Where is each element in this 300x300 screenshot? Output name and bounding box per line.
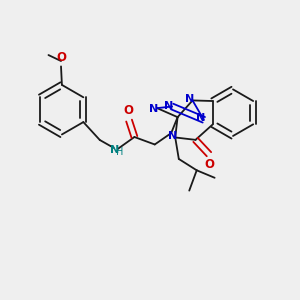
Text: N: N <box>168 131 177 141</box>
Text: O: O <box>124 104 134 117</box>
Text: N: N <box>110 145 119 155</box>
Text: N: N <box>185 94 194 103</box>
Text: N: N <box>149 104 158 114</box>
Text: O: O <box>56 51 66 64</box>
Text: H: H <box>116 147 123 157</box>
Text: N: N <box>164 101 173 111</box>
Text: O: O <box>205 158 215 171</box>
Text: N: N <box>196 113 206 123</box>
